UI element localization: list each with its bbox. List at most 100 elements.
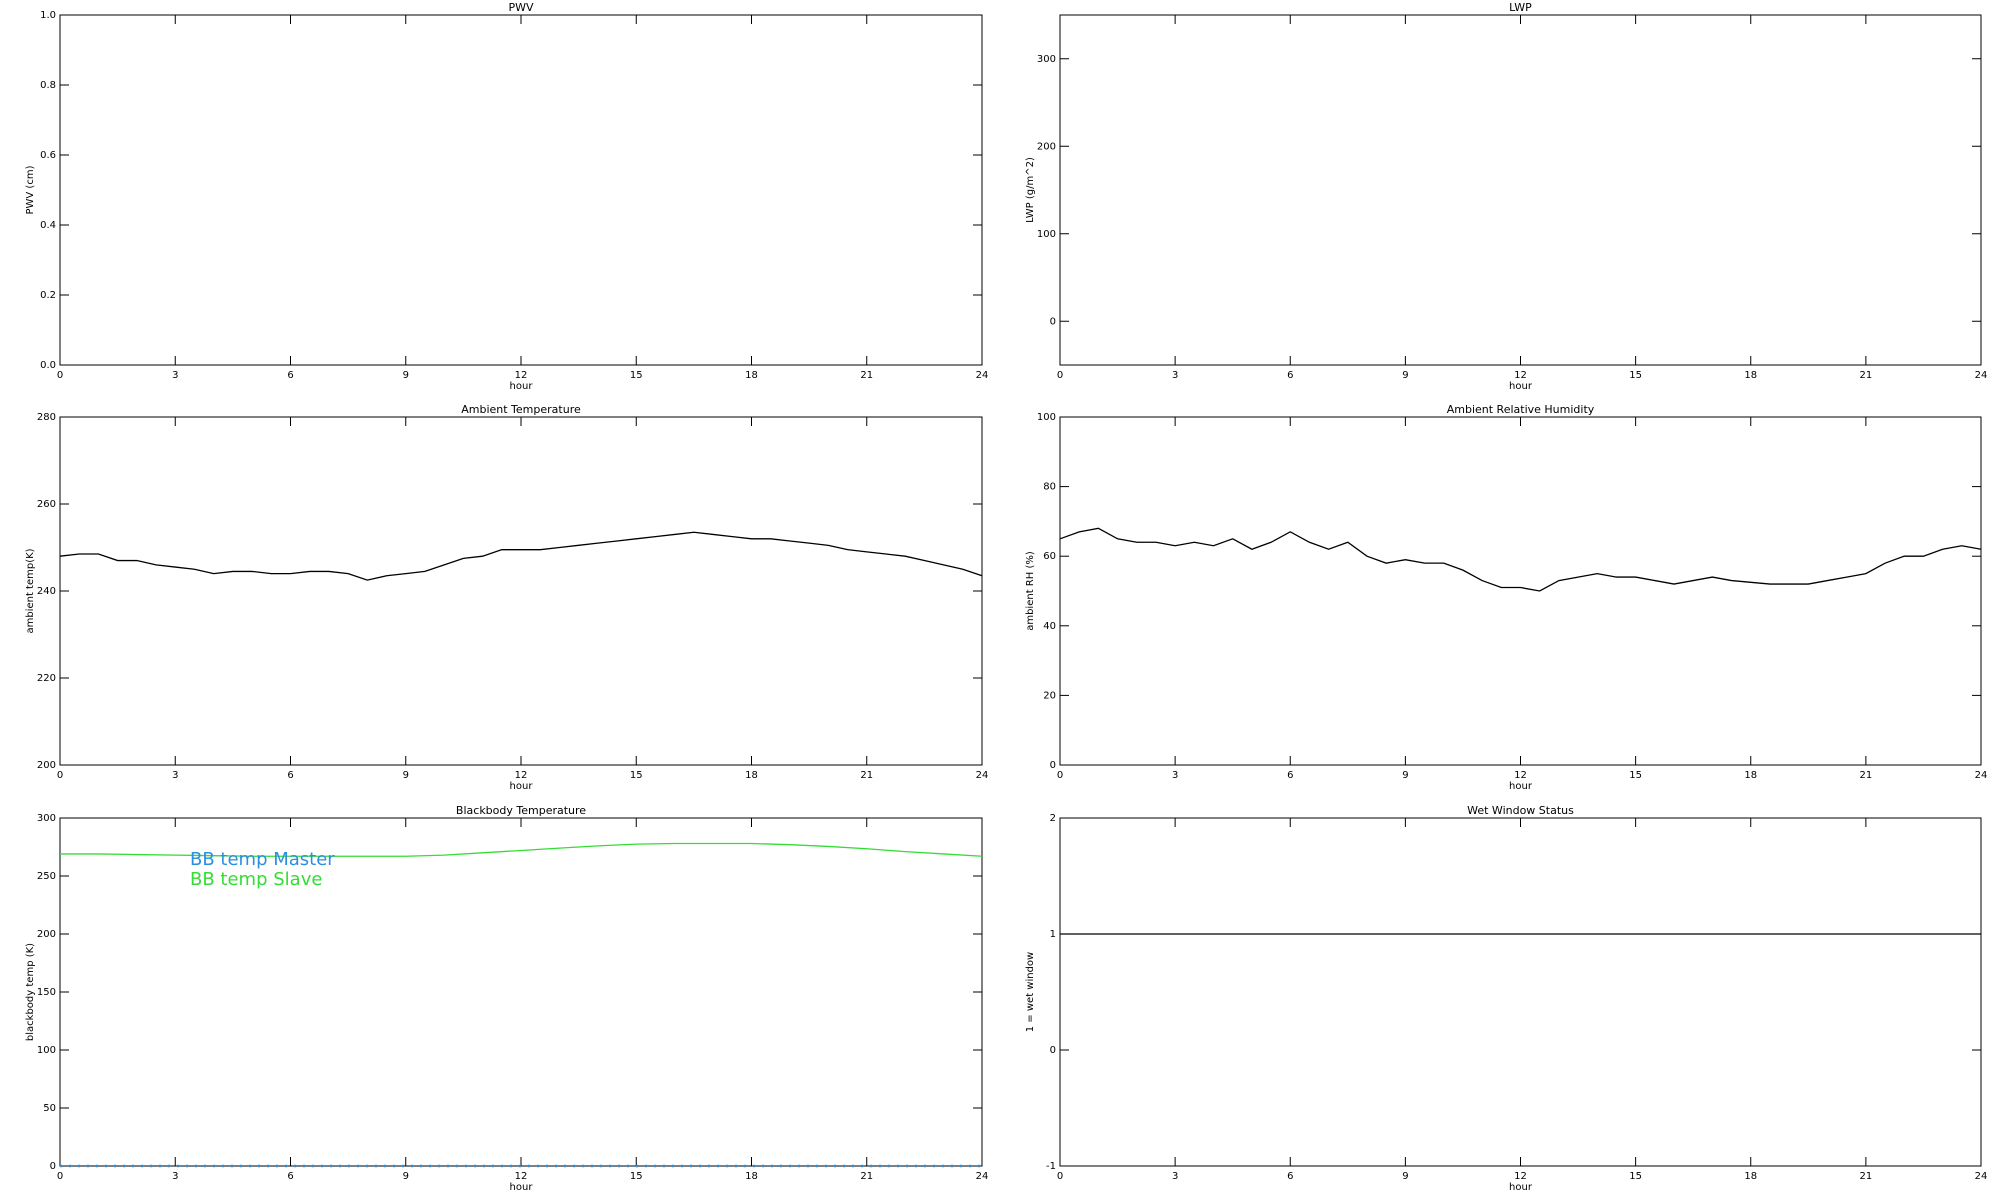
chart-title: Blackbody Temperature	[456, 804, 586, 817]
y-tick-label: 80	[1043, 482, 1056, 493]
y-tick-label: 100	[37, 1045, 56, 1056]
legend-entry: BB temp Slave	[190, 869, 322, 890]
x-tick-label: 18	[745, 370, 758, 381]
y-tick-label: 50	[43, 1103, 56, 1114]
x-tick-label: 21	[860, 1171, 873, 1182]
x-tick-label: 12	[1514, 370, 1527, 381]
x-tick-label: 12	[515, 370, 528, 381]
y-tick-label: 300	[37, 813, 56, 824]
y-tick-label: 200	[37, 929, 56, 940]
x-tick-label: 9	[403, 770, 409, 781]
x-axis-label: hour	[510, 1182, 534, 1193]
y-axis-label: 1 = wet window	[1025, 952, 1036, 1032]
chart-title: Ambient Relative Humidity	[1447, 403, 1595, 416]
x-tick-label: 24	[1975, 1171, 1988, 1182]
chart-title: Wet Window Status	[1467, 804, 1574, 817]
x-tick-label: 12	[1514, 1171, 1527, 1182]
chart-title: Ambient Temperature	[461, 403, 581, 416]
x-tick-label: 9	[1402, 770, 1408, 781]
x-tick-label: 6	[287, 770, 293, 781]
x-tick-label: 9	[1402, 1171, 1408, 1182]
y-tick-label: 250	[37, 871, 56, 882]
y-tick-label: 300	[1037, 54, 1056, 65]
x-tick-label: 6	[1287, 370, 1293, 381]
x-tick-label: 6	[287, 1171, 293, 1182]
x-tick-label: 21	[860, 370, 873, 381]
chart-title: LWP	[1509, 1, 1532, 14]
x-tick-label: 9	[403, 1171, 409, 1182]
y-tick-label: 240	[37, 586, 56, 597]
y-tick-label: 150	[37, 987, 56, 998]
y-tick-label: 100	[1037, 229, 1056, 240]
x-tick-label: 21	[1860, 370, 1873, 381]
x-tick-label: 0	[1057, 770, 1063, 781]
y-tick-label: 0	[50, 1161, 56, 1172]
x-tick-label: 18	[1744, 370, 1757, 381]
x-tick-label: 24	[1975, 370, 1988, 381]
y-tick-label: 60	[1043, 551, 1056, 562]
x-tick-label: 12	[515, 1171, 528, 1182]
y-tick-label: 100	[1037, 412, 1056, 423]
y-tick-label: 0.2	[40, 290, 56, 301]
x-tick-label: 15	[630, 1171, 643, 1182]
x-tick-label: 21	[1860, 1171, 1873, 1182]
x-tick-label: 3	[172, 370, 178, 381]
x-tick-label: 6	[287, 370, 293, 381]
y-axis-label: PWV (cm)	[25, 165, 36, 214]
x-tick-label: 12	[515, 770, 528, 781]
y-tick-label: 0.0	[40, 360, 56, 371]
x-tick-label: 3	[1172, 370, 1178, 381]
data-line	[1059, 527, 1982, 592]
y-axis-label: blackbody temp (K)	[25, 943, 36, 1041]
y-axis-label: ambient temp(K)	[25, 548, 36, 633]
x-tick-label: 12	[1514, 770, 1527, 781]
x-tick-label: 15	[1629, 770, 1642, 781]
x-axis-label: hour	[510, 381, 534, 392]
x-tick-label: 18	[1744, 770, 1757, 781]
x-tick-label: 15	[630, 770, 643, 781]
y-tick-label: 200	[1037, 141, 1056, 152]
x-tick-label: 0	[57, 770, 63, 781]
x-tick-label: 18	[1744, 1171, 1757, 1182]
x-tick-label: 24	[976, 770, 989, 781]
y-tick-label: 20	[1043, 690, 1056, 701]
y-tick-label: 200	[37, 760, 56, 771]
y-axis-label: LWP (g/m^2)	[1025, 157, 1036, 223]
x-axis-label: hour	[1509, 1182, 1533, 1193]
y-tick-label: 40	[1043, 621, 1056, 632]
data-line	[59, 531, 983, 581]
x-tick-label: 6	[1287, 770, 1293, 781]
y-tick-label: 280	[37, 412, 56, 423]
y-tick-label: 0	[1050, 316, 1056, 327]
y-tick-label: 1.0	[40, 10, 56, 21]
x-tick-label: 9	[403, 370, 409, 381]
y-tick-label: 0	[1050, 1045, 1056, 1056]
x-tick-label: 24	[976, 370, 989, 381]
x-tick-label: 0	[1057, 1171, 1063, 1182]
x-tick-label: 6	[1287, 1171, 1293, 1182]
x-tick-label: 18	[745, 770, 758, 781]
data-line	[60, 842, 983, 857]
x-tick-label: 24	[1975, 770, 1988, 781]
x-tick-label: 21	[1860, 770, 1873, 781]
x-tick-label: 15	[1629, 370, 1642, 381]
x-tick-label: 24	[976, 1171, 989, 1182]
x-tick-label: 0	[1057, 370, 1063, 381]
x-tick-label: 15	[1629, 1171, 1642, 1182]
x-tick-label: 3	[1172, 770, 1178, 781]
x-tick-label: 21	[860, 770, 873, 781]
y-tick-label: -1	[1046, 1161, 1056, 1172]
x-axis-label: hour	[1509, 781, 1533, 792]
x-tick-label: 15	[630, 370, 643, 381]
y-tick-label: 220	[37, 673, 56, 684]
x-tick-label: 0	[57, 370, 63, 381]
x-axis-label: hour	[510, 781, 534, 792]
y-tick-label: 0.4	[40, 220, 56, 231]
x-tick-label: 3	[172, 770, 178, 781]
chart-title: PWV	[508, 1, 534, 14]
x-tick-label: 3	[1172, 1171, 1178, 1182]
x-tick-label: 18	[745, 1171, 758, 1182]
legend-entry: BB temp Master	[190, 849, 335, 870]
y-tick-label: 1	[1050, 929, 1056, 940]
